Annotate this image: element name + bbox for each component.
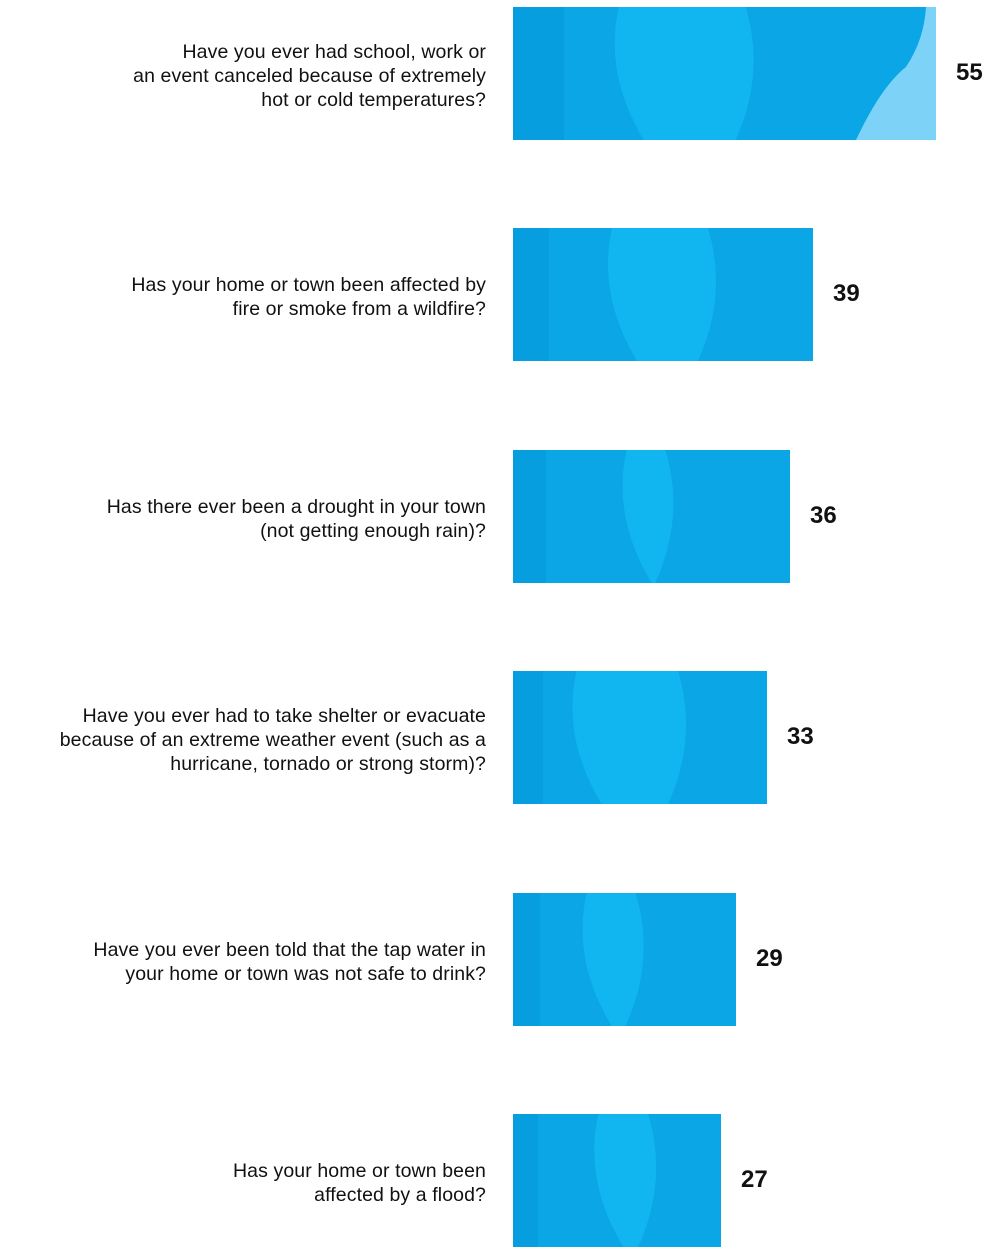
category-label-line: Have you ever had school, work or [182,41,486,63]
bar-wash [622,450,674,583]
bar-edge-wash [513,450,546,583]
bar-texture [513,7,936,140]
value-label: 36 [810,502,837,529]
category-label: Has there ever been a drought in your to… [0,495,486,543]
bar-texture [513,671,767,804]
category-label-line: affected by a flood? [314,1184,486,1206]
category-label-line: Have you ever been told that the tap wat… [93,939,486,961]
bar [513,893,736,1026]
value-label: 55 [956,59,983,86]
category-label-line: hot or cold temperatures? [261,89,486,111]
bar-edge-wash [513,7,564,140]
category-label-line: an event canceled because of extremely [133,65,486,87]
bar-texture [513,228,813,361]
category-label-line: your home or town was not safe to drink? [125,963,486,985]
bar-texture [513,1114,721,1247]
bar [513,7,936,140]
category-label-line: (not getting enough rain)? [260,520,486,542]
category-label: Has your home or town been affected by a … [0,1159,486,1207]
value-label: 29 [756,945,783,972]
bar [513,228,813,361]
bar [513,1114,721,1247]
category-label-line: hurricane, tornado or strong storm)? [170,753,486,775]
category-label-line: Has your home or town been [233,1160,486,1182]
bar-wash [594,1114,657,1247]
value-label: 33 [787,723,814,750]
bar-wash [607,228,716,361]
category-label: Have you ever had school, work or an even… [0,40,486,112]
bar-wash [614,7,754,140]
bar-edge-wash [513,228,549,361]
value-label: 39 [833,280,860,307]
bar-edge-wash [513,893,540,1026]
category-label-line: fire or smoke from a wildfire? [232,298,486,320]
category-label: Has your home or town been affected by fi… [0,273,486,321]
bar-edge-wash [513,671,543,804]
bar-edge-wash [513,1114,538,1247]
bar-wash [582,893,644,1026]
bar [513,450,790,583]
category-label-line: Has your home or town been affected by [131,274,486,296]
category-label-line: because of an extreme weather event (suc… [59,729,486,751]
category-label-line: Has there ever been a drought in your to… [106,496,486,518]
category-label: Have you ever been told that the tap wat… [0,938,486,986]
category-label-line: Have you ever had to take shelter or eva… [82,705,486,727]
category-label: Have you ever had to take shelter or eva… [0,704,486,776]
bar-wash [572,671,687,804]
bar-highlight [856,7,936,140]
bar-texture [513,450,790,583]
bar [513,671,767,804]
value-label: 27 [741,1166,768,1193]
bar-texture [513,893,736,1026]
